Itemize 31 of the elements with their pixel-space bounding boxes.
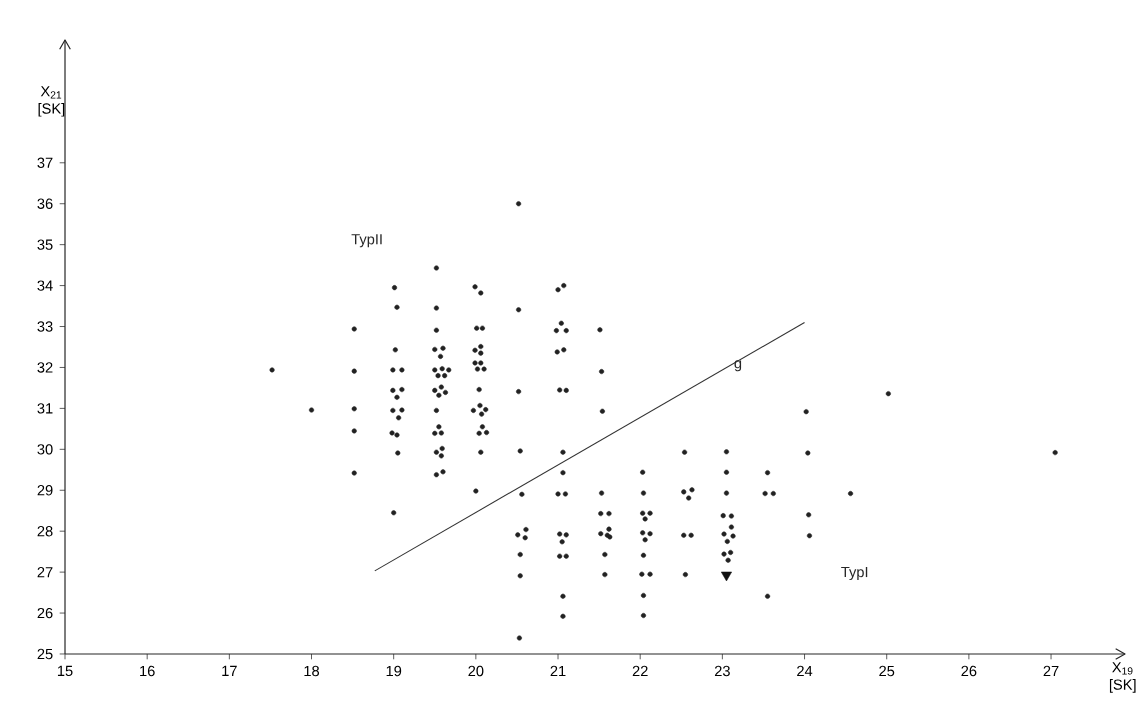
y-tick-label: 30 xyxy=(37,444,53,455)
x-tick-label: 19 xyxy=(386,665,402,677)
x-tick-label: 27 xyxy=(1043,665,1059,677)
x-tick-label: 26 xyxy=(961,665,977,677)
y-tick-label: 35 xyxy=(37,239,53,250)
x-tick-label: 25 xyxy=(879,665,895,677)
x-tick-label: 16 xyxy=(140,665,155,677)
annotation: g xyxy=(734,360,742,372)
x-tick-label: 22 xyxy=(632,665,648,677)
y-tick-label: 32 xyxy=(37,362,53,373)
y-tick-label: 25 xyxy=(37,648,53,660)
x-tick-label: 17 xyxy=(222,665,237,676)
y-tick-label: 36 xyxy=(37,198,53,209)
y-tick-label: 29 xyxy=(37,485,53,496)
y-axis-title: X$_{21}$ [SK] xyxy=(38,86,65,117)
annotation: TypII xyxy=(351,234,382,248)
x-tick-label: 20 xyxy=(468,665,484,677)
x-tick-label: 24 xyxy=(797,665,813,677)
y-tick-label: 33 xyxy=(37,321,53,332)
y-tick-label: 31 xyxy=(37,403,53,414)
y-tick-label: 28 xyxy=(37,526,53,537)
x-axis-title: X$_{19}$ [SK] xyxy=(1109,662,1136,693)
x-tick-label: 23 xyxy=(714,665,730,677)
x-tick-label: 21 xyxy=(550,665,566,677)
annotation: TypI xyxy=(841,567,868,581)
y-tick-label: 37 xyxy=(37,157,53,168)
y-tick-label: 34 xyxy=(37,280,53,291)
x-tick-label: 15 xyxy=(57,665,73,677)
y-tick-label: 26 xyxy=(37,607,53,619)
x-tick-label: 18 xyxy=(304,665,320,677)
y-tick-label: 27 xyxy=(37,567,53,578)
